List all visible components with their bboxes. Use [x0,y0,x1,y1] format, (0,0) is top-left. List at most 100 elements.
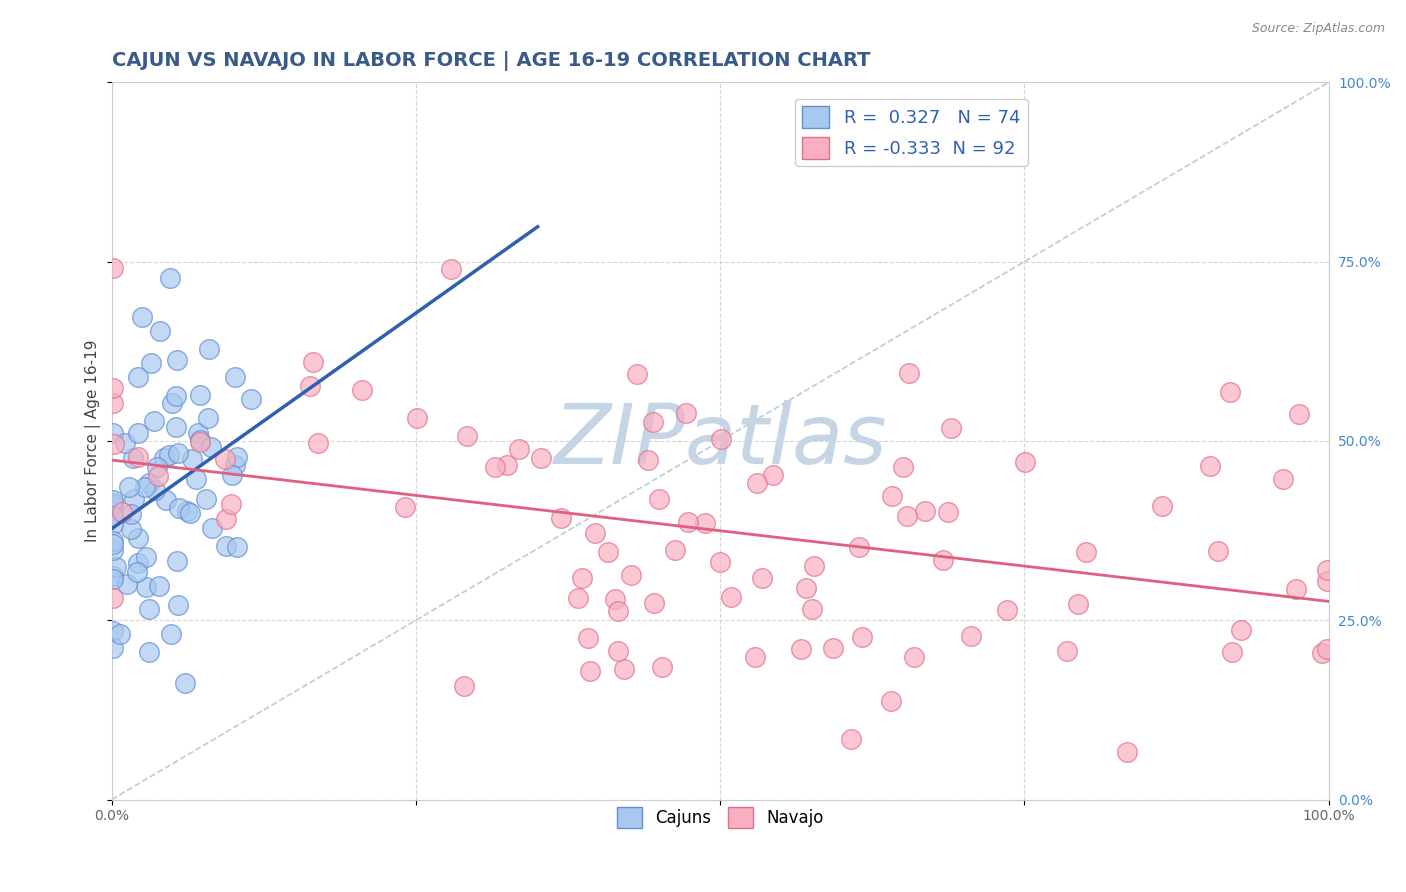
Text: ZIPatlas: ZIPatlas [554,401,887,482]
Point [120,522,142,536]
Point [603,592,626,607]
Point [101,640,124,655]
Point [101,517,124,532]
Point [198,343,221,357]
Point [101,496,124,510]
Point [607,643,630,657]
Point [676,515,699,529]
Point [1230,624,1253,638]
Point [167,500,190,515]
Point [848,541,870,555]
Point [127,450,149,464]
Point [101,504,124,518]
Point [179,506,201,520]
Point [1067,597,1090,611]
Point [101,260,124,275]
Point [221,467,243,482]
Point [215,539,238,553]
Point [127,531,149,545]
Point [152,450,174,465]
Y-axis label: In Labor Force | Age 16-19: In Labor Force | Age 16-19 [86,340,101,542]
Legend: Cajuns, Navajo: Cajuns, Navajo [610,800,830,834]
Point [496,458,519,472]
Point [576,632,599,646]
Point [637,453,659,467]
Point [173,676,195,690]
Point [352,383,374,397]
Point [194,491,217,506]
Point [131,310,153,324]
Point [101,572,124,586]
Point [187,426,209,441]
Point [709,555,731,569]
Point [135,581,157,595]
Point [141,356,163,370]
Point [101,425,124,440]
Point [823,640,845,655]
Point [146,468,169,483]
Point [122,451,145,466]
Point [406,411,429,425]
Point [135,550,157,565]
Point [578,664,600,678]
Point [200,440,222,454]
Point [159,627,181,641]
Point [751,571,773,585]
Point [626,367,648,381]
Point [794,582,817,596]
Point [101,498,124,512]
Point [484,459,506,474]
Point [762,468,785,483]
Point [101,492,124,507]
Point [959,629,981,643]
Point [851,630,873,644]
Point [125,566,148,580]
Point [720,590,742,604]
Point [181,451,204,466]
Point [1271,472,1294,486]
Point [219,497,242,511]
Point [939,420,962,434]
Point [530,450,553,465]
Point [747,475,769,490]
Point [1152,499,1174,513]
Point [114,436,136,450]
Point [148,578,170,592]
Point [201,521,224,535]
Point [613,662,636,676]
Point [648,492,671,507]
Point [643,596,665,610]
Point [710,432,733,446]
Point [1316,642,1339,657]
Point [225,541,247,555]
Point [932,552,955,566]
Point [111,505,134,519]
Point [664,543,686,558]
Point [138,476,160,491]
Point [693,516,716,530]
Point [101,624,124,639]
Point [298,379,321,393]
Point [127,556,149,570]
Point [790,642,813,657]
Point [160,395,183,409]
Point [103,437,125,451]
Point [675,406,697,420]
Point [896,509,918,524]
Point [166,353,188,368]
Point [571,571,593,585]
Point [157,448,180,462]
Text: Source: ZipAtlas.com: Source: ZipAtlas.com [1251,22,1385,36]
Point [214,452,236,467]
Point [651,660,673,674]
Point [108,626,131,640]
Point [167,598,190,612]
Point [101,543,124,558]
Point [1199,458,1222,473]
Point [146,460,169,475]
Point [224,458,246,473]
Point [159,271,181,285]
Point [105,559,128,574]
Point [197,411,219,425]
Point [891,459,914,474]
